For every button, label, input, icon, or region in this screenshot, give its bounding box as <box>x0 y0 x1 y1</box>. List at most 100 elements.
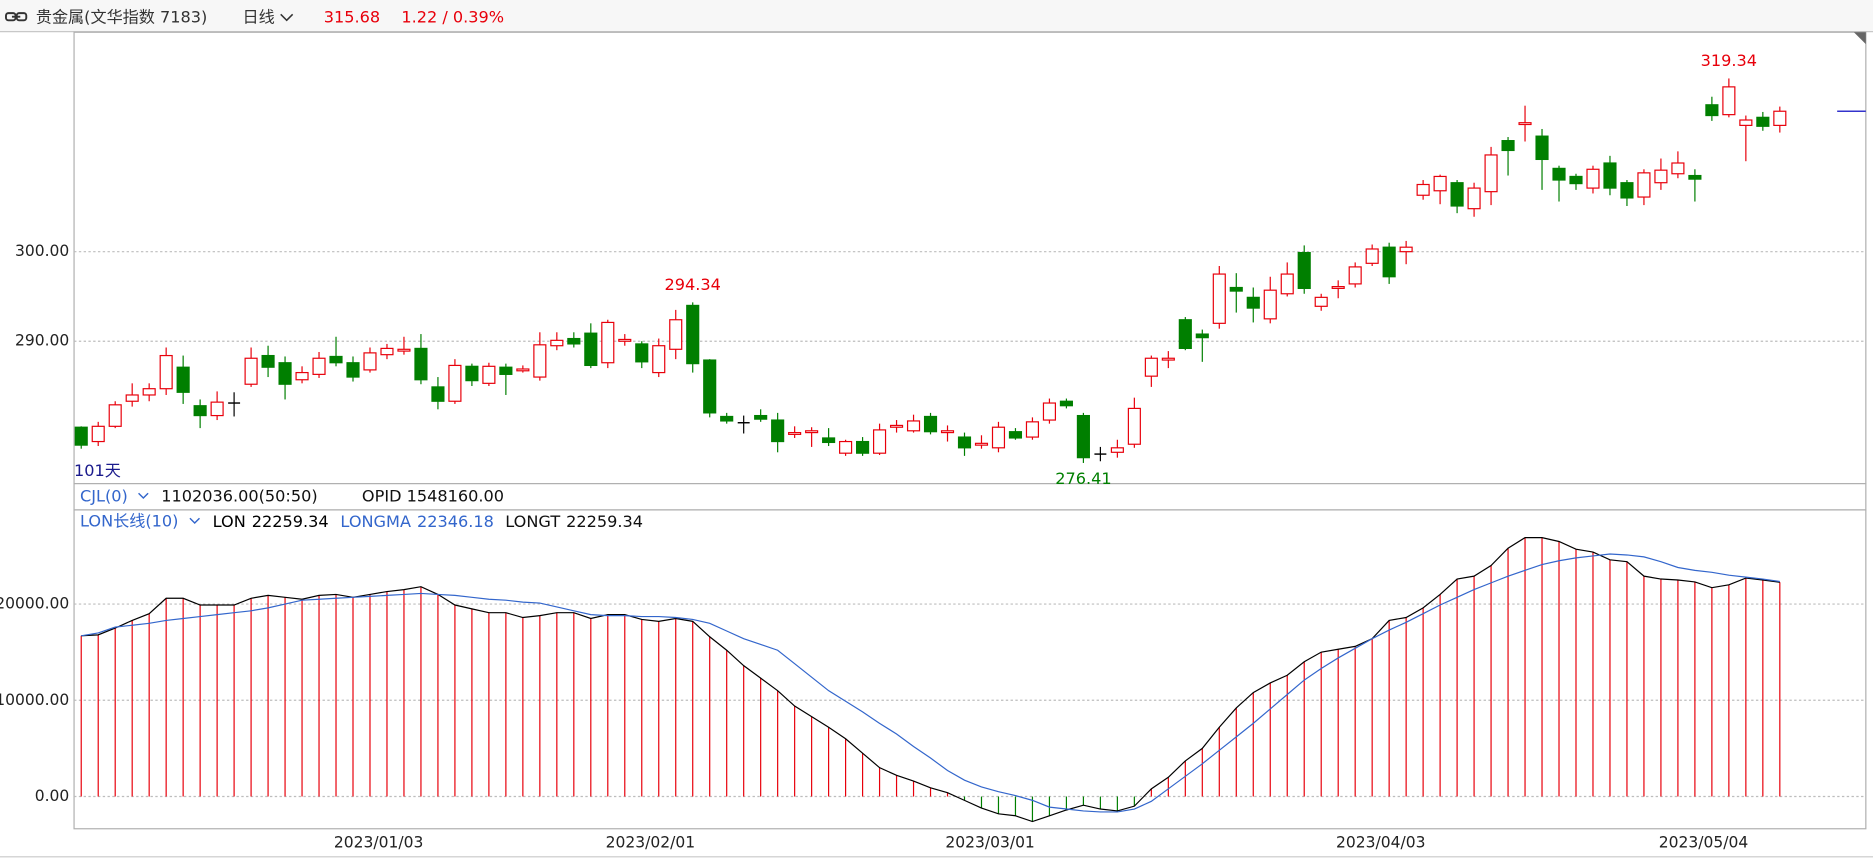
candle-body <box>1025 421 1040 438</box>
candle-body <box>957 436 972 449</box>
candle-body <box>788 431 802 435</box>
x-tick-label: 2023/05/04 <box>1659 834 1748 852</box>
candle-body <box>686 304 700 365</box>
candle-body <box>1586 168 1600 189</box>
candle-body <box>516 368 530 372</box>
candle-body <box>346 362 360 378</box>
series-line <box>81 537 1780 823</box>
candle-body <box>1348 266 1362 285</box>
y-tick-label: 300.00 <box>15 242 69 260</box>
candle-body <box>1654 169 1668 184</box>
candle-body <box>431 386 445 402</box>
candle-body <box>1637 172 1651 198</box>
candle-body <box>1569 175 1583 185</box>
indicator-chevron[interactable] <box>189 517 200 525</box>
candle-body <box>669 319 683 350</box>
x-tick-label: 2023/04/03 <box>1336 834 1425 852</box>
candle-body <box>380 347 394 356</box>
period-chevron[interactable] <box>280 13 294 22</box>
x-tick-label: 2023/02/01 <box>606 834 695 852</box>
y-tick-label: 20000.00 <box>0 595 69 613</box>
candle-body <box>1076 414 1090 459</box>
candle-body <box>363 352 377 371</box>
candle-body <box>397 348 411 352</box>
candle-body <box>1042 402 1056 421</box>
period-selector[interactable]: 日线 <box>242 7 274 26</box>
price-change: 1.22 / 0.39% <box>401 7 504 26</box>
candle-body <box>1433 175 1447 192</box>
candle-body <box>1263 289 1277 320</box>
instrument-title: 贵金属(文华指数 7183) <box>36 7 207 26</box>
candle-body <box>465 365 479 382</box>
candle-body <box>889 424 904 428</box>
candle-body <box>1552 167 1566 181</box>
candle-body <box>1178 319 1192 349</box>
legend-longt: LONGT 22259.34 <box>505 511 643 530</box>
candle-body <box>1484 154 1498 193</box>
candle-body <box>584 332 598 367</box>
candle-body <box>295 371 309 381</box>
link-icon[interactable] <box>5 12 28 22</box>
candle-body <box>1688 174 1702 180</box>
candle-body <box>91 425 105 443</box>
candle-body <box>1144 357 1158 377</box>
candle-body <box>754 414 768 420</box>
candle-body <box>1535 135 1549 161</box>
candle-body <box>1705 104 1719 117</box>
candle-body <box>1722 86 1736 116</box>
candle-body <box>1365 248 1379 264</box>
candle-body <box>550 339 564 347</box>
candle-body <box>1671 162 1685 175</box>
candle-body <box>329 355 343 364</box>
candle-body <box>448 364 462 402</box>
y-tick-label: 290.00 <box>15 332 69 350</box>
volume-opid: OPID 1548160.00 <box>362 486 504 505</box>
candle-body <box>839 440 853 454</box>
candle-body <box>1195 333 1209 339</box>
candle-body <box>940 430 955 434</box>
candle-body <box>1297 251 1311 289</box>
candle-body <box>1110 447 1124 453</box>
candle-body <box>278 362 292 385</box>
candle-body <box>1008 431 1023 439</box>
legend-value: 22346.18 <box>417 511 494 530</box>
candle-body <box>312 357 326 375</box>
indicator-name[interactable]: LON长线(10) <box>80 511 178 530</box>
candle-body <box>601 321 615 364</box>
candle-body <box>1467 187 1481 210</box>
candle-body <box>533 344 547 378</box>
candle-body <box>1773 110 1787 126</box>
candle-body <box>974 442 989 446</box>
candle-body <box>991 426 1006 449</box>
volume-name[interactable]: CJL(0) <box>80 486 128 505</box>
candle-body <box>805 430 819 434</box>
legend-longma: LONGMA 22346.18 <box>340 511 493 530</box>
volume-chevron[interactable] <box>138 492 149 499</box>
candle-body <box>1501 140 1515 152</box>
candle-body <box>210 401 224 417</box>
indicator-panel <box>73 509 1867 830</box>
volume-strip <box>73 483 1867 511</box>
volume-value: 1102036.00(50:50) <box>161 486 317 505</box>
candle-body <box>244 357 258 385</box>
candle-body <box>1331 286 1345 289</box>
candle-body <box>1620 182 1634 199</box>
candle-body <box>499 366 513 375</box>
candle-body <box>125 394 139 402</box>
candle-body <box>74 426 88 446</box>
legend-name: LONGT <box>505 511 560 530</box>
candle-body <box>1314 296 1328 307</box>
series-line <box>81 553 1780 813</box>
candle-body <box>1161 357 1175 361</box>
legend-name: LON <box>213 511 246 530</box>
candle-body <box>1756 116 1770 127</box>
candle-body <box>703 359 717 414</box>
candle-body <box>159 354 173 390</box>
legend-value: 22259.34 <box>566 511 643 530</box>
candle-body <box>567 337 581 345</box>
candle-body <box>1399 246 1413 253</box>
days-label: 101天 <box>74 461 121 480</box>
legend-name: LONGMA <box>340 511 411 530</box>
candle-body <box>923 415 938 433</box>
